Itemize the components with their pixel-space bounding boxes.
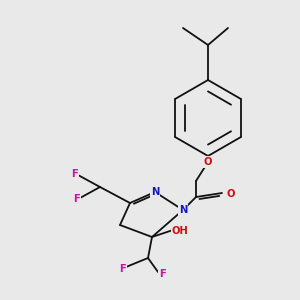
Text: O: O [227, 189, 235, 199]
Text: F: F [120, 264, 126, 274]
Text: F: F [159, 269, 165, 279]
Text: N: N [151, 187, 159, 197]
Text: F: F [72, 169, 78, 179]
Text: N: N [179, 205, 187, 215]
Text: F: F [74, 194, 80, 204]
Text: OH: OH [172, 226, 188, 236]
Text: O: O [204, 157, 212, 167]
